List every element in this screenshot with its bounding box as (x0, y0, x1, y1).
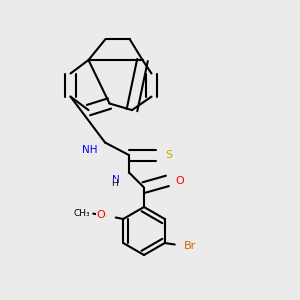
Text: S: S (165, 150, 172, 160)
Text: H: H (111, 179, 117, 188)
Text: O: O (176, 176, 184, 186)
Text: NH: NH (82, 145, 98, 155)
Text: CH₃: CH₃ (74, 209, 90, 218)
Text: N: N (112, 175, 120, 185)
Text: O: O (97, 210, 105, 220)
Text: Br: Br (184, 241, 196, 251)
